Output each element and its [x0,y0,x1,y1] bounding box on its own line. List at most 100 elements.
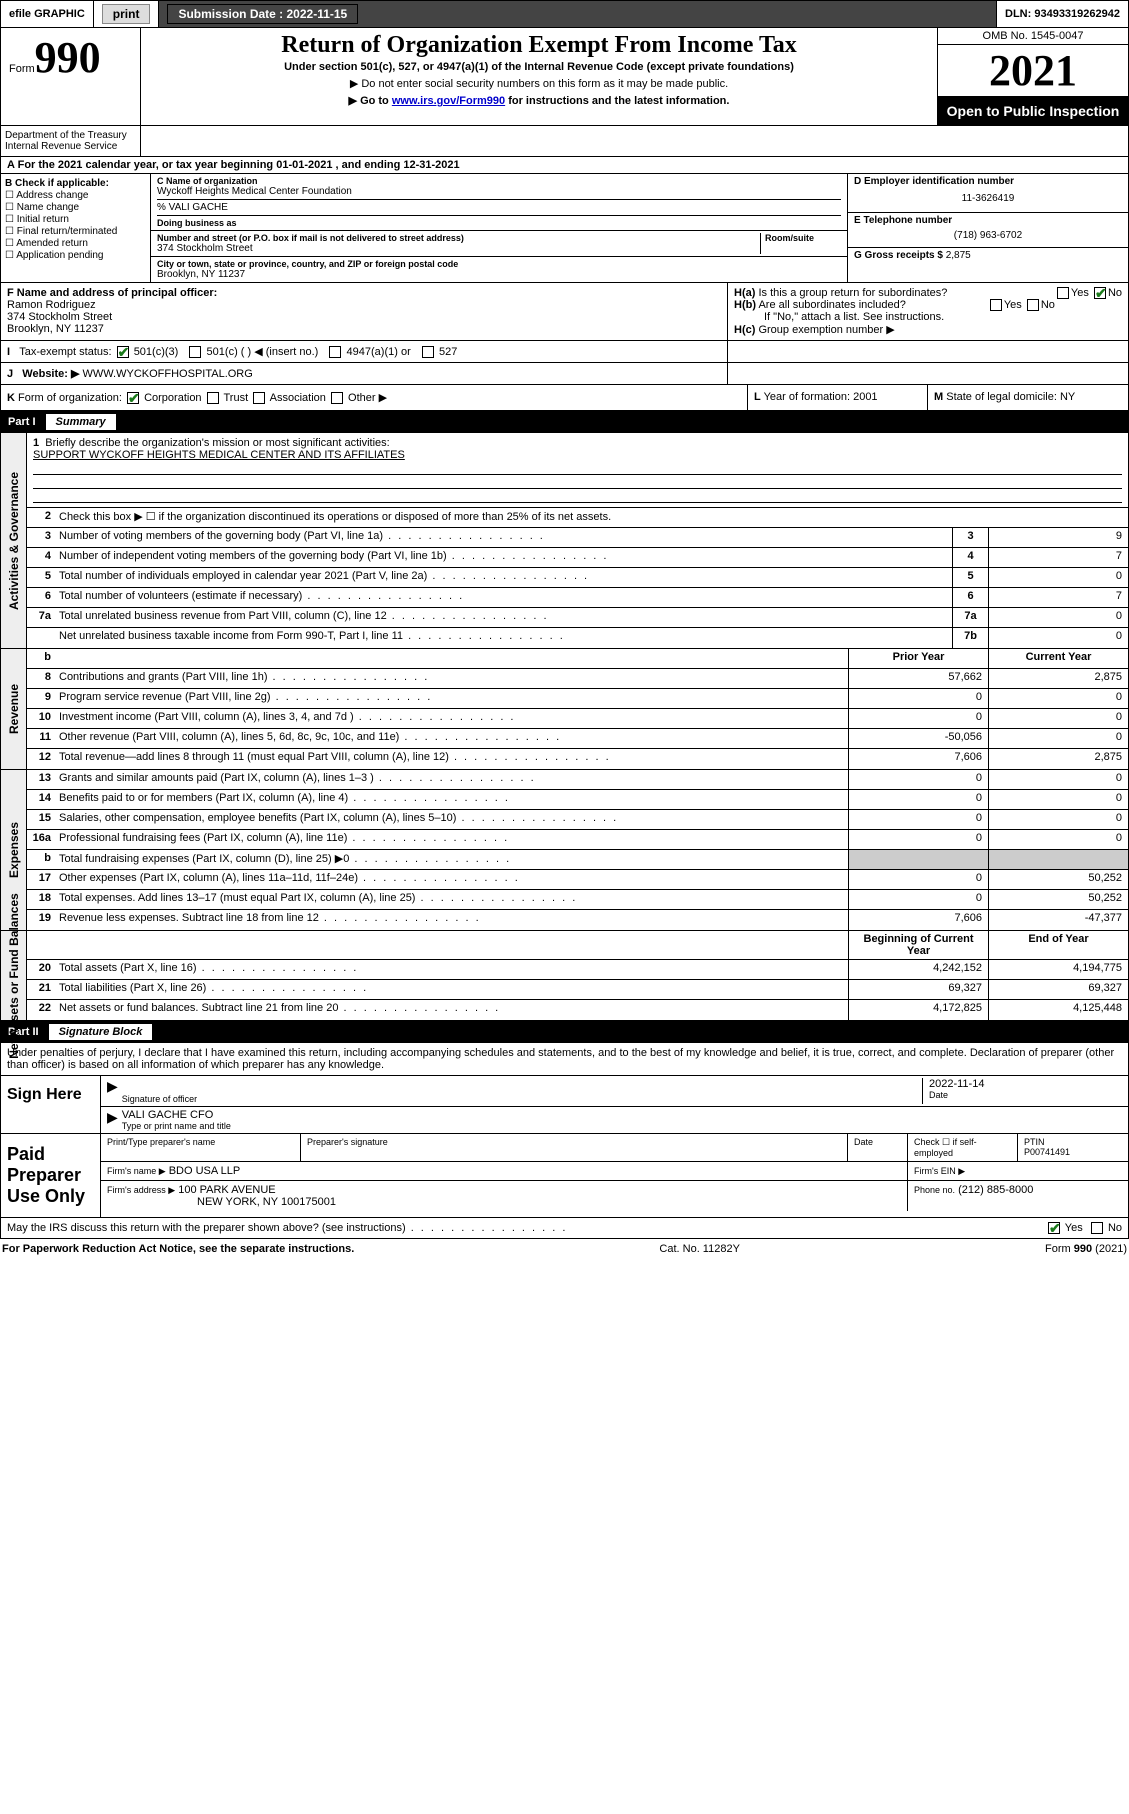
sign-here-label: Sign Here [1,1076,101,1133]
table-row: 20Total assets (Part X, line 16) 4,242,1… [27,960,1128,980]
col-c: C Name of organization Wyckoff Heights M… [151,174,848,282]
ein-label: D Employer identification number [854,176,1122,187]
addr-label: Number and street (or P.O. box if mail i… [157,233,756,243]
row-i: I Tax-exempt status: 501(c)(3) 501(c) ( … [0,341,1129,363]
note-2: ▶ Go to www.irs.gov/Form990 for instruct… [145,94,933,107]
table-row: 19Revenue less expenses. Subtract line 1… [27,910,1128,930]
sig-date-label: Date [929,1090,1122,1100]
table-row: Net unrelated business taxable income fr… [27,628,1128,648]
mission-label: Briefly describe the organization's miss… [45,437,389,449]
dba-label: Doing business as [157,215,841,228]
firm-addr-label: Firm's address ▶ [107,1185,175,1195]
expenses-block: Expenses 13Grants and similar amounts pa… [0,770,1129,931]
table-row: 8Contributions and grants (Part VIII, li… [27,669,1128,689]
discuss-no[interactable] [1091,1222,1103,1234]
chk-final-return[interactable]: ☐ Final return/terminated [5,226,146,237]
submission-date-button[interactable]: Submission Date : 2022-11-15 [167,4,358,24]
firm-addr2: NEW YORK, NY 100175001 [107,1196,336,1208]
city-label: City or town, state or province, country… [157,259,841,269]
col-begin: Beginning of Current Year [848,931,988,959]
h-a: H(a) Is this a group return for subordin… [734,287,1122,299]
line-2: Check this box ▶ ☐ if the organization d… [55,508,1128,527]
ptin-hdr: PTIN [1024,1137,1045,1147]
col-b: B Check if applicable: ☐ Address change … [1,174,151,282]
footer-mid: Cat. No. 11282Y [659,1243,740,1255]
chk-assoc[interactable] [253,392,265,404]
print-button[interactable]: print [102,4,151,24]
chk-application-pending[interactable]: ☐ Application pending [5,250,146,261]
print-cell[interactable]: print [94,1,160,27]
page-footer: For Paperwork Reduction Act Notice, see … [0,1239,1129,1259]
col-current: Current Year [988,649,1128,668]
paid-preparer-block: Paid Preparer Use Only Print/Type prepar… [0,1134,1129,1218]
firm-phone-label: Phone no. [914,1185,955,1195]
efile-label: efile GRAPHIC [1,1,94,27]
ha-yes[interactable] [1057,287,1069,299]
side-expenses: Expenses [7,822,21,878]
part-ii-header: Part IISignature Block [0,1021,1129,1043]
phone-value: (718) 963-6702 [854,226,1122,245]
col-end: End of Year [988,931,1128,959]
part-i-header: Part ISummary [0,411,1129,433]
care-of: % VALI GACHE [157,199,841,213]
submission-cell: Submission Date : 2022-11-15 [159,1,997,27]
officer-addr2: Brooklyn, NY 11237 [7,323,721,335]
dept-label: Department of the Treasury Internal Reve… [1,126,141,156]
table-row: 5Total number of individuals employed in… [27,568,1128,588]
chk-trust[interactable] [207,392,219,404]
table-row: 12Total revenue—add lines 8 through 11 (… [27,749,1128,769]
gross-value: 2,875 [946,250,971,261]
discuss-yes[interactable] [1048,1222,1060,1234]
officer-printed-name: VALI GACHE CFO [122,1109,1122,1121]
table-row: 6Total number of volunteers (estimate if… [27,588,1128,608]
footer-right: Form 990 (2021) [1045,1243,1127,1255]
table-row: 18Total expenses. Add lines 13–17 (must … [27,890,1128,910]
form-header: Form990 Return of Organization Exempt Fr… [0,28,1129,126]
col-prior: Prior Year [848,649,988,668]
officer-addr1: 374 Stockholm Street [7,311,721,323]
table-row: 21Total liabilities (Part X, line 26) 69… [27,980,1128,1000]
phone-label: E Telephone number [854,215,1122,226]
chk-other[interactable] [331,392,343,404]
chk-address-change[interactable]: ☐ Address change [5,190,146,201]
title-block: Return of Organization Exempt From Incom… [141,28,938,125]
table-row: 15Salaries, other compensation, employee… [27,810,1128,830]
org-name: Wyckoff Heights Medical Center Foundatio… [157,186,841,197]
row-a: A For the 2021 calendar year, or tax yea… [0,157,1129,174]
firm-phone: (212) 885-8000 [958,1184,1033,1196]
prep-date-hdr: Date [848,1134,908,1161]
footer-left: For Paperwork Reduction Act Notice, see … [2,1243,354,1255]
firm-ein-label: Firm's EIN ▶ [914,1166,965,1176]
chk-4947[interactable] [329,346,341,358]
block-fh: F Name and address of principal officer:… [0,283,1129,341]
side-revenue: Revenue [7,684,21,734]
table-row: 3Number of voting members of the governi… [27,528,1128,548]
table-row: 7aTotal unrelated business revenue from … [27,608,1128,628]
chk-initial-return[interactable]: ☐ Initial return [5,214,146,225]
tax-year: 2021 [938,45,1128,97]
chk-501c[interactable] [189,346,201,358]
ha-no[interactable] [1094,287,1106,299]
gross-label: G Gross receipts $ [854,250,943,261]
side-governance: Activities & Governance [7,472,21,610]
irs-link[interactable]: www.irs.gov/Form990 [392,95,505,107]
table-row: 16aProfessional fundraising fees (Part I… [27,830,1128,850]
org-name-label: C Name of organization [157,176,841,186]
table-row: 11Other revenue (Part VIII, column (A), … [27,729,1128,749]
chk-name-change[interactable]: ☐ Name change [5,202,146,213]
name-title-label: Type or print name and title [122,1121,1122,1131]
city-state-zip: Brooklyn, NY 11237 [157,269,841,280]
chk-corp[interactable] [127,392,139,404]
chk-amended-return[interactable]: ☐ Amended return [5,238,146,249]
dln-cell: DLN: 93493319262942 [997,1,1128,27]
hb-no[interactable] [1027,299,1039,311]
h-b: H(b) Are all subordinates included? Yes … [734,299,1122,311]
hb-yes[interactable] [990,299,1002,311]
chk-527[interactable] [422,346,434,358]
table-row: 4Number of independent voting members of… [27,548,1128,568]
h-note: If "No," attach a list. See instructions… [734,311,1122,323]
may-discuss-row: May the IRS discuss this return with the… [0,1218,1129,1239]
officer-label: F Name and address of principal officer: [7,287,721,299]
chk-501c3[interactable] [117,346,129,358]
col-d: D Employer identification number 11-3626… [848,174,1128,282]
